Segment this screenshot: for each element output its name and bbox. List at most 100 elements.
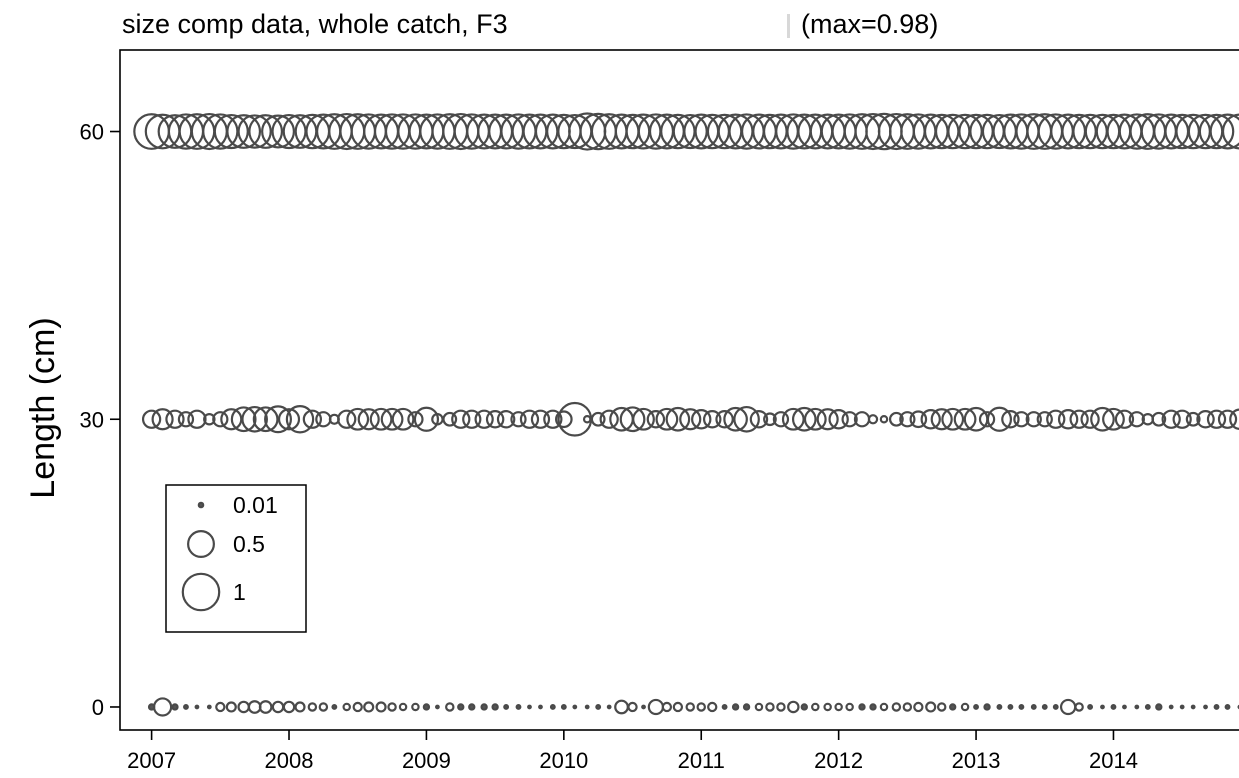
bubble-point [914, 703, 922, 711]
bubble-point [802, 704, 807, 709]
y-tick-label: 30 [80, 407, 104, 432]
chart-title-max: (max=0.98) [801, 9, 938, 39]
bubble-point [1075, 703, 1082, 710]
x-tick-label: 2010 [539, 748, 588, 773]
bubble-point [1112, 705, 1116, 709]
bubble-point [446, 703, 453, 710]
bubble-point [846, 704, 852, 710]
bubble-point [615, 701, 628, 714]
bubble-point [723, 705, 727, 709]
bubble-point [208, 706, 211, 709]
bubble-point [1136, 706, 1139, 709]
bubble-point [154, 698, 171, 715]
bubble-point [766, 703, 773, 710]
bubble-point [1123, 706, 1126, 709]
chart-title: size comp data, whole catch, F3 [122, 9, 508, 39]
x-tick-label: 2009 [402, 748, 451, 773]
x-tick-label: 2007 [127, 748, 176, 773]
bubble-point [188, 411, 205, 428]
bubble-point [950, 704, 955, 709]
bubble-point [1061, 700, 1075, 714]
x-axis: 2007 2008 2009 2010 2011 2012 2013 2014 [127, 730, 1138, 773]
bubble-point [984, 704, 989, 709]
bubble-point [469, 704, 474, 709]
bubble-point [273, 702, 283, 712]
bubble-point [239, 702, 249, 712]
bubble-point [608, 706, 611, 709]
y-tick-label: 0 [92, 695, 104, 720]
bubble-point [1215, 705, 1219, 709]
bubble-point [788, 702, 798, 712]
legend-label: 0.01 [233, 492, 278, 518]
bubble-point [227, 703, 236, 712]
bubble-point [1226, 705, 1230, 709]
bubble-point [1211, 115, 1239, 149]
bubble-point [744, 704, 749, 709]
bubble-point [333, 705, 337, 709]
bubble-point [756, 704, 762, 710]
bubble-point [893, 703, 900, 710]
bubble-point [559, 403, 592, 436]
x-tick-label: 2008 [265, 748, 314, 773]
bubble-point [881, 704, 887, 710]
title-separator [787, 14, 790, 38]
bubble-point [1082, 411, 1099, 428]
bubble-point [881, 416, 887, 422]
bubble-point [596, 705, 600, 709]
bubble-point [904, 703, 911, 710]
bubble-point [539, 706, 542, 709]
bubble-point [836, 704, 842, 710]
bubble-point [974, 705, 978, 709]
legend-label: 0.5 [233, 531, 265, 557]
y-axis-label: Length (cm) [24, 317, 62, 498]
y-axis: 03060 [80, 120, 120, 720]
bubble-point [196, 706, 199, 709]
bubble-point [517, 705, 521, 709]
bubble-point [1223, 115, 1239, 149]
bubble-point [436, 706, 439, 709]
bubble-point [232, 407, 256, 431]
bubble-point [859, 704, 864, 709]
bubble-point [1101, 706, 1104, 709]
x-tick-label: 2014 [1089, 748, 1138, 773]
bubble-point [412, 704, 418, 710]
bubble-point [687, 703, 694, 710]
bubble-point [1054, 705, 1058, 709]
bubble-point [733, 704, 738, 709]
bubble-point [344, 704, 350, 710]
bubble-point [172, 704, 177, 709]
bubble-point [601, 411, 618, 428]
bubble-point [400, 704, 406, 710]
bubble-point [698, 703, 705, 710]
bubble-point [364, 703, 373, 712]
bubble-point [724, 408, 746, 430]
bubble-point [1192, 706, 1195, 709]
bubble-point [184, 705, 188, 709]
bubble-point [708, 703, 716, 711]
bubble-point [584, 416, 590, 422]
bubble-point [1204, 706, 1207, 709]
bubble-point [320, 703, 327, 710]
x-tick-label: 2012 [814, 748, 863, 773]
bubble-point [938, 703, 945, 710]
bubble-point [1174, 411, 1191, 428]
bubble-point [562, 705, 566, 709]
bubble-point [628, 703, 636, 711]
bubble-point [586, 706, 589, 709]
bubble-point [926, 703, 935, 712]
bubble-point [284, 702, 294, 712]
bubble-point [1009, 705, 1013, 709]
legend-bubble [199, 503, 203, 507]
bubble-point [528, 706, 531, 709]
bubble-point [415, 408, 438, 431]
bubble-point [296, 703, 305, 712]
bubble-point [493, 704, 498, 709]
bubble-point [1181, 706, 1184, 709]
bubble-point [1032, 705, 1036, 709]
bubble-point [458, 704, 463, 709]
bubble-point [504, 705, 508, 709]
bubble-point [649, 700, 663, 714]
bubble-point [249, 701, 261, 713]
bubble-point [1043, 705, 1047, 709]
